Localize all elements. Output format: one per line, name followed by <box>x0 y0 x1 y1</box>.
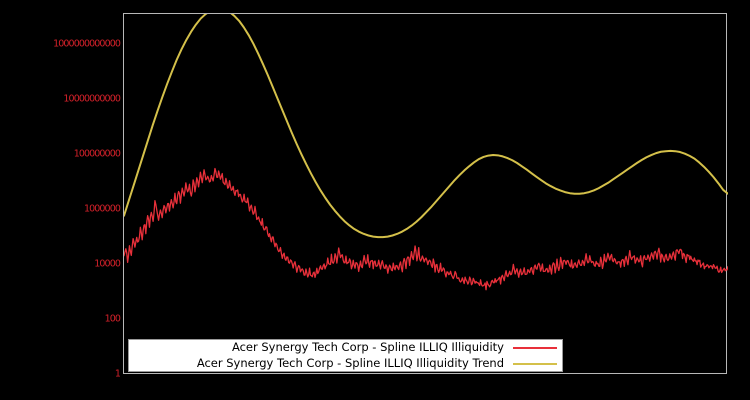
legend-label-illiquidity: Acer Synergy Tech Corp - Spline ILLIQ Il… <box>231 340 504 355</box>
y-tick-label: 100 <box>104 313 121 325</box>
y-tick-label: 1000000000000 <box>53 38 121 50</box>
y-tick-label: 1000000 <box>83 203 121 215</box>
legend-label-trend: Acer Synergy Tech Corp - Spline ILLIQ Il… <box>196 356 504 371</box>
legend-entry-illiquidity: Acer Synergy Tech Corp - Spline ILLIQ Il… <box>129 340 562 356</box>
legend-swatch-illiquidity <box>513 347 557 349</box>
plot-area <box>123 13 728 374</box>
y-axis: 1000000000000 10000000000 100000000 1000000… <box>0 0 123 400</box>
legend-swatch-trend <box>513 363 557 365</box>
y-tick-label: 1 <box>114 368 121 380</box>
series-line-illiquidity <box>124 167 728 291</box>
plot-svg <box>124 14 728 291</box>
y-tick-label: 10000000000 <box>63 93 120 105</box>
legend-entry-trend: Acer Synergy Tech Corp - Spline ILLIQ Il… <box>129 356 562 372</box>
legend: Acer Synergy Tech Corp - Spline ILLIQ Il… <box>128 339 563 372</box>
series-line-trend <box>124 14 728 239</box>
y-tick-label: 100000000 <box>73 148 121 160</box>
y-tick-label: 10000 <box>94 258 121 270</box>
